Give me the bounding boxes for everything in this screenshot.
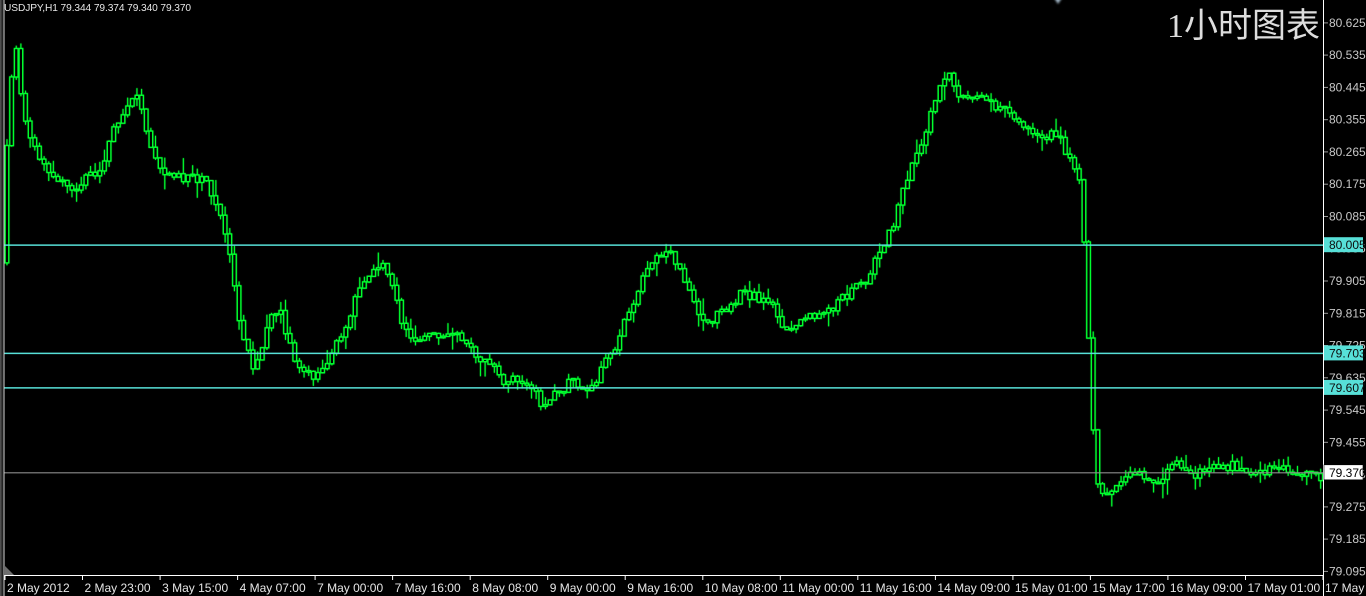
svg-text:9 May 00:00: 9 May 00:00: [550, 581, 616, 595]
svg-text:79.095: 79.095: [1329, 564, 1366, 578]
svg-text:4 May 07:00: 4 May 07:00: [240, 581, 306, 595]
svg-text:2 May 2012: 2 May 2012: [7, 581, 70, 595]
svg-text:14 May 09:00: 14 May 09:00: [937, 581, 1010, 595]
svg-text:80.265: 80.265: [1329, 145, 1366, 159]
svg-text:79.370: 79.370: [1329, 466, 1366, 480]
svg-text:11 May 00:00: 11 May 00:00: [782, 581, 854, 595]
svg-text:79.905: 79.905: [1329, 274, 1366, 288]
svg-text:9 May 16:00: 9 May 16:00: [627, 581, 693, 595]
svg-text:80.175: 80.175: [1329, 177, 1366, 191]
svg-text:8 May 08:00: 8 May 08:00: [472, 581, 538, 595]
svg-text:15 May 01:00: 15 May 01:00: [1015, 581, 1088, 595]
svg-text:79.185: 79.185: [1329, 532, 1366, 546]
svg-text:80.355: 80.355: [1329, 113, 1366, 127]
svg-text:10 May 08:00: 10 May 08:00: [705, 581, 778, 595]
svg-text:2 May 23:00: 2 May 23:00: [85, 581, 151, 595]
svg-text:79.703: 79.703: [1329, 346, 1366, 360]
svg-text:11 May 16:00: 11 May 16:00: [860, 581, 932, 595]
svg-text:15 May 17:00: 15 May 17:00: [1092, 581, 1165, 595]
svg-text:79.815: 79.815: [1329, 306, 1366, 320]
svg-text:79.545: 79.545: [1329, 403, 1366, 417]
svg-text:1小时图表: 1小时图表: [1167, 7, 1320, 45]
svg-text:80.535: 80.535: [1329, 48, 1366, 62]
svg-text:3 May 15:00: 3 May 15:00: [162, 581, 228, 595]
svg-text:80.625: 80.625: [1329, 16, 1366, 30]
svg-text:80.005: 80.005: [1329, 238, 1366, 252]
svg-text:80.085: 80.085: [1329, 210, 1366, 224]
svg-text:80.445: 80.445: [1329, 80, 1366, 94]
svg-text:17 May 17:00: 17 May 17:00: [1325, 581, 1366, 595]
svg-text:17 May 01:00: 17 May 01:00: [1248, 581, 1321, 595]
svg-text:79.607: 79.607: [1329, 381, 1366, 395]
svg-text:16 May 09:00: 16 May 09:00: [1170, 581, 1243, 595]
svg-text:USDJPY,H1 79.344 79.374 79.34: USDJPY,H1 79.344 79.374 79.340 79.370: [4, 3, 191, 14]
svg-text:79.455: 79.455: [1329, 435, 1366, 449]
svg-text:7 May 16:00: 7 May 16:00: [395, 581, 461, 595]
svg-text:7 May 00:00: 7 May 00:00: [317, 581, 383, 595]
svg-text:79.275: 79.275: [1329, 500, 1366, 514]
